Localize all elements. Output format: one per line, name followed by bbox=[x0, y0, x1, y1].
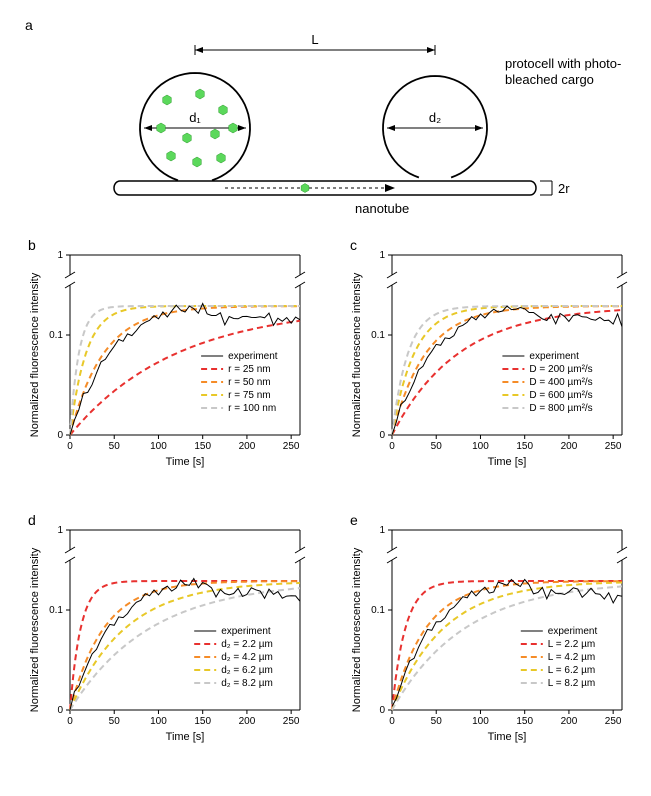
legend-entry: D = 600 µm²/s bbox=[529, 390, 592, 401]
ylabel: Normalized fluorescence intensity bbox=[29, 272, 41, 437]
legend-entry: D = 800 µm²/s bbox=[529, 403, 592, 414]
svg-text:200: 200 bbox=[561, 441, 578, 452]
legend-entry: experiment bbox=[228, 351, 278, 362]
panel-d: d 0 50 100 150 200 250 0 0.1 1 Time [s] Normalized … bbox=[28, 512, 305, 743]
panel-e: e 0 50 100 150 200 250 0 0.1 1 Time [s] Normalized … bbox=[350, 512, 627, 743]
caption-protocell: protocell with photo- bbox=[505, 56, 621, 71]
ylabel: Normalized fluorescence intensity bbox=[29, 547, 41, 712]
legend-entry: d₂ = 6.2 µm bbox=[221, 665, 273, 676]
caption-protocell: bleached cargo bbox=[505, 72, 594, 87]
label-nanotube: nanotube bbox=[355, 201, 409, 216]
panel-letter-c: c bbox=[350, 237, 357, 253]
panel-b: b 0 50 100 150 200 250 0 0.1 1 Time [s] Normalized … bbox=[28, 237, 305, 468]
svg-text:150: 150 bbox=[516, 441, 533, 452]
svg-text:1: 1 bbox=[379, 250, 385, 261]
svg-text:0.1: 0.1 bbox=[49, 605, 63, 616]
legend-entry: d₂ = 4.2 µm bbox=[221, 652, 273, 663]
svg-text:0: 0 bbox=[67, 441, 73, 452]
svg-text:0: 0 bbox=[67, 716, 73, 727]
svg-text:0: 0 bbox=[379, 430, 385, 441]
svg-text:0: 0 bbox=[57, 705, 63, 716]
panel-letter-d: d bbox=[28, 512, 36, 528]
svg-text:100: 100 bbox=[472, 441, 489, 452]
svg-text:100: 100 bbox=[150, 716, 167, 727]
legend-entry: D = 400 µm²/s bbox=[529, 377, 592, 388]
svg-text:50: 50 bbox=[109, 441, 121, 452]
svg-text:200: 200 bbox=[239, 716, 256, 727]
legend-entry: experiment bbox=[221, 626, 271, 637]
xlabel: Time [s] bbox=[166, 731, 205, 743]
legend-entry: L = 2.2 µm bbox=[548, 639, 595, 650]
panel-letter-e: e bbox=[350, 512, 358, 528]
xlabel: Time [s] bbox=[166, 456, 205, 468]
svg-text:0.1: 0.1 bbox=[49, 330, 63, 341]
svg-text:0.1: 0.1 bbox=[371, 605, 385, 616]
svg-text:1: 1 bbox=[57, 525, 63, 536]
svg-text:250: 250 bbox=[283, 716, 300, 727]
legend-entry: d₂ = 2.2 µm bbox=[221, 639, 273, 650]
figure-svg: a L 2r d₁ d₂ nanotube protocell with photo-ble… bbox=[0, 0, 651, 796]
svg-text:0.1: 0.1 bbox=[371, 330, 385, 341]
xlabel: Time [s] bbox=[488, 456, 527, 468]
label-d2: d₂ bbox=[429, 110, 441, 125]
label-d1: d₁ bbox=[189, 110, 201, 125]
svg-text:200: 200 bbox=[239, 441, 256, 452]
legend-entry: L = 4.2 µm bbox=[548, 652, 595, 663]
svg-text:0: 0 bbox=[389, 716, 395, 727]
svg-text:0: 0 bbox=[389, 441, 395, 452]
svg-text:250: 250 bbox=[283, 441, 300, 452]
svg-text:50: 50 bbox=[431, 716, 443, 727]
svg-text:150: 150 bbox=[194, 441, 211, 452]
svg-text:0: 0 bbox=[379, 705, 385, 716]
legend-entry: d₂ = 8.2 µm bbox=[221, 678, 273, 689]
legend-entry: L = 6.2 µm bbox=[548, 665, 595, 676]
panel-a: a L 2r d₁ d₂ nanotube protocell with photo-ble… bbox=[25, 17, 621, 216]
legend-entry: r = 25 nm bbox=[228, 364, 271, 375]
legend-entry: r = 100 nm bbox=[228, 403, 276, 414]
ylabel: Normalized fluorescence intensity bbox=[351, 547, 363, 712]
svg-text:100: 100 bbox=[150, 441, 167, 452]
legend-entry: L = 8.2 µm bbox=[548, 678, 595, 689]
svg-text:50: 50 bbox=[431, 441, 443, 452]
svg-text:150: 150 bbox=[516, 716, 533, 727]
ylabel: Normalized fluorescence intensity bbox=[351, 272, 363, 437]
svg-text:200: 200 bbox=[561, 716, 578, 727]
svg-text:50: 50 bbox=[109, 716, 121, 727]
legend-entry: experiment bbox=[529, 351, 579, 362]
legend-entry: r = 75 nm bbox=[228, 390, 271, 401]
legend-entry: r = 50 nm bbox=[228, 377, 271, 388]
svg-text:1: 1 bbox=[57, 250, 63, 261]
label-L: L bbox=[311, 32, 318, 47]
legend-entry: experiment bbox=[548, 626, 598, 637]
svg-text:100: 100 bbox=[472, 716, 489, 727]
svg-text:250: 250 bbox=[605, 441, 622, 452]
legend-entry: D = 200 µm²/s bbox=[529, 364, 592, 375]
xlabel: Time [s] bbox=[488, 731, 527, 743]
svg-text:0: 0 bbox=[57, 430, 63, 441]
label-2r: 2r bbox=[558, 181, 570, 196]
panel-c: c 0 50 100 150 200 250 0 0.1 1 Time [s] Normalized … bbox=[350, 237, 627, 468]
svg-text:1: 1 bbox=[379, 525, 385, 536]
panel-letter-b: b bbox=[28, 237, 36, 253]
panel-letter-a: a bbox=[25, 17, 33, 33]
svg-text:150: 150 bbox=[194, 716, 211, 727]
svg-text:250: 250 bbox=[605, 716, 622, 727]
